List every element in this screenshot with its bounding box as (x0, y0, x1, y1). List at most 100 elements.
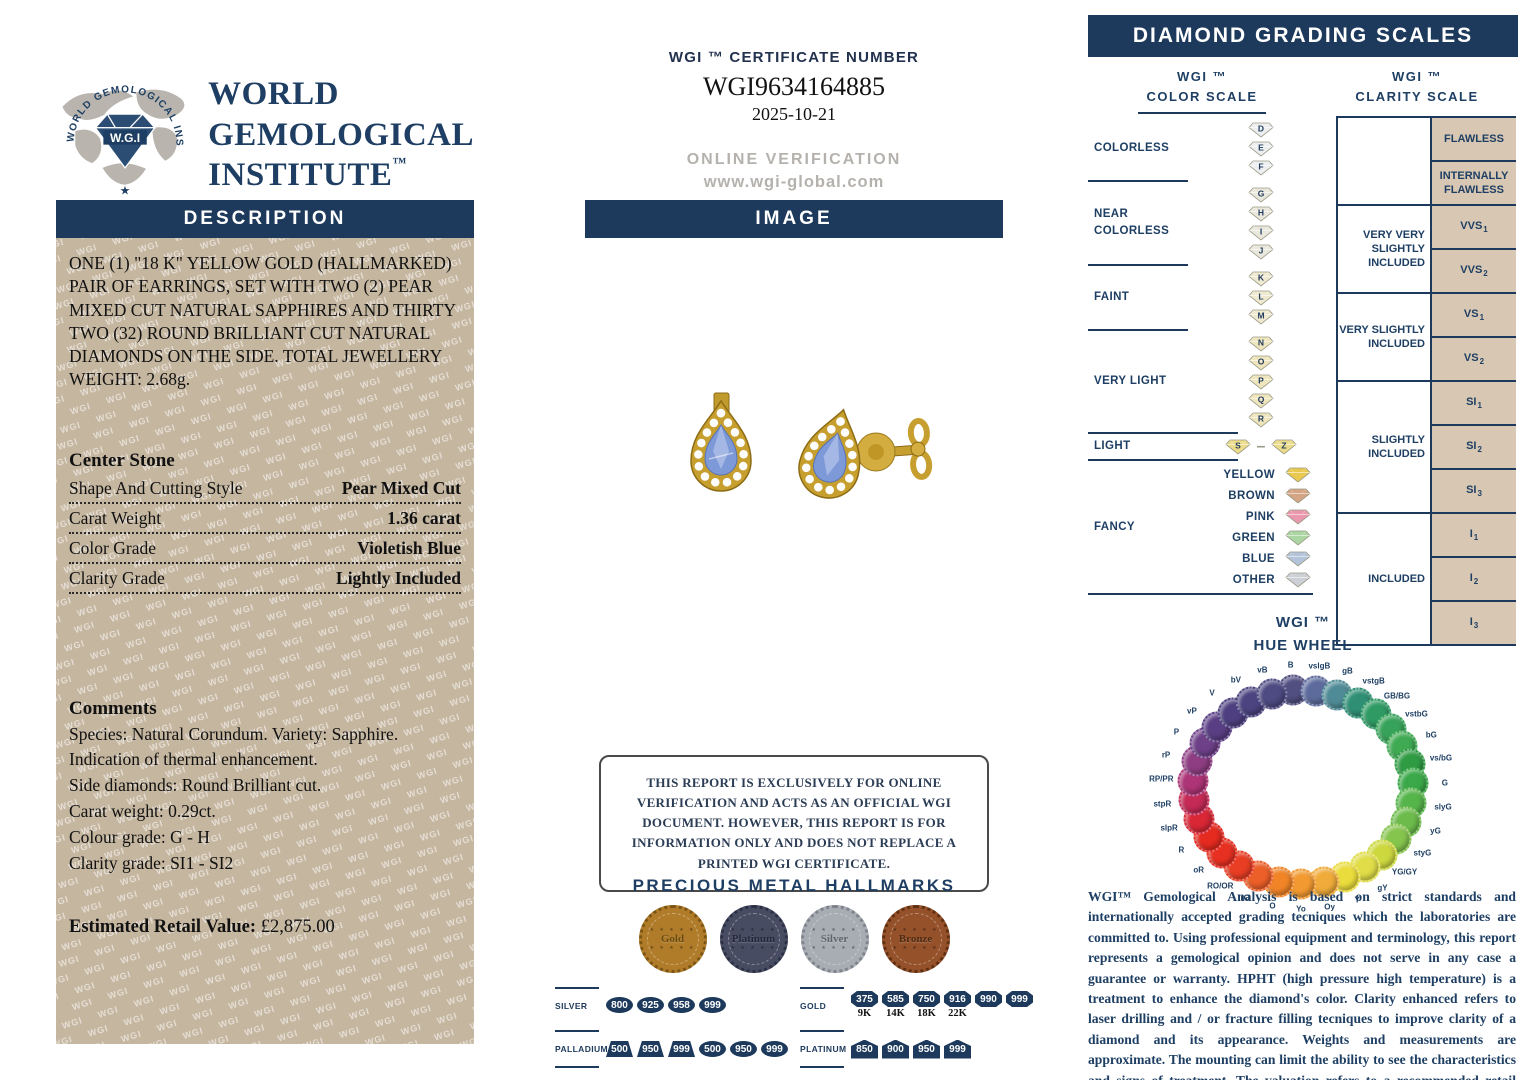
color-scale-group: FANCY YELLOW BROWN PINK GREEN BLUE OTHER (1088, 464, 1328, 590)
logo-star: ★ (120, 183, 131, 197)
hue-label: RP/PR (1149, 774, 1174, 784)
clarity-scale-heading: WGI ™ CLARITY SCALE (1355, 69, 1479, 104)
hallmark-row: PALLADIUM 500 950 999 500 950 999 (555, 1027, 788, 1071)
description-header: DESCRIPTION (56, 200, 474, 238)
hallmark-metal-label: PALLADIUM (555, 1030, 608, 1068)
diamond-grade-icon: H (1248, 204, 1274, 223)
hallmark-badge: 999 (699, 997, 726, 1013)
svg-text:H: H (1258, 207, 1264, 217)
diamond-grade-icon: O (1248, 353, 1274, 372)
hallmark-badge: 800 (606, 997, 633, 1013)
hallmarks-section: PRECIOUS METAL HALLMARKS ★ ★ ★ ★ ★ Gold ★ … (555, 876, 1033, 1071)
clarity-category-label: INCLUDED (1368, 572, 1425, 585)
clarity-group: SLIGHTLY INCLUDED SI1 SI2 SI3 (1338, 380, 1516, 512)
color-scale-heading: WGI ™ COLOR SCALE (1088, 67, 1316, 114)
fancy-color-row: PINK (1211, 506, 1311, 527)
clarity-cells: I1 I2 I3 (1430, 514, 1516, 644)
hue-wheel-title: WGI ™ HUE WHEEL (1253, 614, 1353, 654)
svg-text:M: M (1257, 310, 1264, 320)
hallmark-badge-group: 900 (882, 1039, 909, 1059)
analysis-footer-text: WGI™ Gemological Analysis is based on st… (1088, 889, 1516, 1080)
color-grade-icons: S – Z (1194, 437, 1328, 456)
hallmark-badge-group: 925 (637, 997, 664, 1013)
spec-label: Shape And Cutting Style (69, 477, 243, 498)
clarity-category-label: SLIGHTLY INCLUDED (1368, 433, 1425, 460)
online-verification-label: ONLINE VERIFICATION (686, 151, 902, 168)
hallmark-badge-group: 500 (699, 1041, 726, 1057)
hallmark-badge-group: 999 (668, 1041, 695, 1057)
fancy-color-label: PINK (1245, 510, 1275, 523)
hue-label: B (1287, 660, 1294, 670)
clarity-cells: VS1 VS2 (1430, 294, 1516, 380)
diamond-grade-icon (1285, 528, 1311, 547)
svg-text:F: F (1258, 161, 1263, 171)
clarity-grade-cell: VS2 (1432, 338, 1516, 380)
brand-header: WORLD GEMOLOGICAL INSTITUTE W.G.I ★ WORL… (56, 55, 474, 215)
fancy-color-label: OTHER (1232, 573, 1275, 586)
diamond-grade-icon: K (1248, 269, 1274, 288)
certificate-block: WGI ™ CERTIFICATE NUMBER WGI9634164885 2… (585, 49, 1003, 192)
hallmark-badge-group: 958 (668, 997, 695, 1013)
spec-row: Clarity Grade Lightly Included (69, 564, 461, 594)
spec-row: Shape And Cutting Style Pear Mixed Cut (69, 474, 461, 504)
diamond-grade-icon: J (1248, 242, 1274, 261)
clarity-grade-cell: I1 (1432, 514, 1516, 558)
hallmark-badge: 585 (882, 991, 909, 1007)
comments-heading: Comments (69, 697, 157, 719)
fancy-color-label: BROWN (1228, 489, 1275, 502)
clarity-scale: FLAWLESS INTERNALLY FLAWLESS VERY VERY SLI… (1336, 116, 1516, 646)
color-grade-category-label: FANCY (1094, 520, 1135, 533)
diamond-grade-icon (1285, 507, 1311, 526)
spec-value: 1.36 carat (387, 507, 461, 528)
clarity-grade-cell: SI1 (1432, 382, 1516, 426)
spec-label: Clarity Grade (69, 567, 165, 588)
comment-line: Species: Natural Corundum. Variety: Sapp… (69, 723, 399, 744)
hue-label: O (1269, 901, 1276, 911)
diamond-emblem: W.G.I (93, 113, 157, 170)
hallmark-badge: 950 (637, 1041, 664, 1057)
svg-text:R: R (1258, 413, 1264, 423)
spec-row: Carat Weight 1.36 carat (69, 504, 461, 534)
color-grade-category-label: COLORLESS (1094, 142, 1170, 155)
hallmark-badges: 800 925 958 999 (606, 997, 726, 1013)
hue-label: RO/OR (1207, 881, 1234, 891)
diamond-grade-icon: I (1248, 223, 1274, 242)
hallmark-badge: 999 (761, 1041, 788, 1057)
hue-label: Yo (1296, 904, 1306, 914)
seal-stars: ★ ★ ★ ★ ★ (811, 927, 858, 933)
hallmark-badge: 999 (1006, 991, 1033, 1007)
hue-label: oR (1193, 865, 1205, 875)
hallmark-badge-group: 999 (761, 1041, 788, 1057)
hallmark-badge: 375 (851, 991, 878, 1007)
diamond-grade-icon: Z (1271, 437, 1298, 456)
hue-label: Oy (1324, 902, 1335, 912)
seal-stars: ★ ★ ★ ★ ★ (730, 945, 777, 951)
hallmark-badge: 950 (913, 1039, 940, 1059)
hue-label: yG (1430, 826, 1441, 836)
svg-text:N: N (1258, 337, 1264, 347)
hue-label: vstgB (1362, 676, 1385, 686)
hallmark-karat-label: 18K (917, 1008, 936, 1019)
hue-label: vstbG (1405, 709, 1428, 719)
clarity-cells: FLAWLESS INTERNALLY FLAWLESS (1430, 118, 1516, 204)
hue-label: slyG (1434, 802, 1452, 812)
hallmark-badge: 999 (668, 1041, 695, 1057)
svg-text:P: P (1258, 375, 1264, 385)
color-grade-category-label: VERY LIGHT (1094, 375, 1167, 388)
hallmark-badge-group: 585 14K (882, 991, 909, 1019)
grading-scales-header: DIAMOND GRADING SCALES (1088, 15, 1518, 57)
svg-text:L: L (1258, 291, 1263, 301)
color-grade-category-label: NEAR COLORLESS (1094, 208, 1170, 237)
color-scale: COLORLESS D E F NEAR COLORLESS G H I J FAINT K L M VE… (1088, 116, 1328, 646)
metal-seal: ★ ★ ★ ★ ★ Silver ★ ★ ★ ★ ★ (800, 905, 869, 973)
hallmark-badge-group: 500 (606, 1041, 633, 1057)
category-divider (1088, 264, 1188, 266)
hue-label: V (1209, 688, 1215, 698)
diamond-grade-icon: D (1248, 120, 1274, 139)
seal-stars: ★ ★ ★ ★ ★ (892, 945, 939, 951)
hallmark-badges: 500 950 999 500 950 999 (606, 1041, 788, 1057)
description-text: ONE (1) "18 K" YELLOW GOLD (HALLMARKED) … (69, 253, 456, 390)
title-line: INSTITUTE™ (208, 156, 407, 194)
svg-text:E: E (1258, 142, 1264, 152)
